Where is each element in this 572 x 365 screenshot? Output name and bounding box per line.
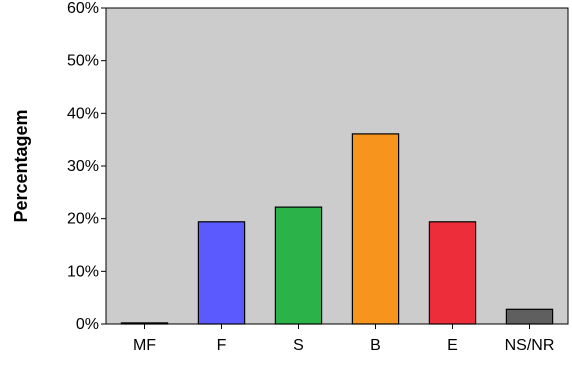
x-tick-label: NS/NR (505, 337, 555, 354)
x-tick-label: B (370, 337, 381, 354)
y-ticks: 0% 10% 20% 30% 40% 50% 60% (67, 0, 106, 333)
bar-b (351, 133, 400, 325)
y-tick-label: 50% (67, 53, 99, 70)
y-tick-label: 40% (67, 105, 99, 122)
bar-e (428, 221, 477, 325)
x-tick-label: S (293, 337, 304, 354)
y-axis-title: Percentagem (11, 109, 31, 222)
x-tick-label: E (447, 337, 458, 354)
bars-group (120, 133, 554, 325)
x-tick-label: MF (133, 337, 156, 354)
y-tick-label: 30% (67, 158, 99, 175)
y-axis: 0% 10% 20% 30% 40% 50% 60% (67, 0, 107, 333)
plot-area (105, 7, 569, 325)
y-tick-label: 10% (67, 263, 99, 280)
bar-ns-nr (505, 308, 554, 325)
x-tick-label: F (217, 337, 227, 354)
x-axis: MF F S B E NS/NR (106, 323, 568, 354)
x-ticks: MF F S B E NS/NR (133, 324, 554, 354)
y-tick-label: 0% (76, 316, 99, 333)
y-tick-label: 20% (67, 211, 99, 228)
bar-s (274, 206, 323, 325)
bar-f (197, 221, 246, 325)
y-tick-label: 60% (67, 0, 99, 17)
